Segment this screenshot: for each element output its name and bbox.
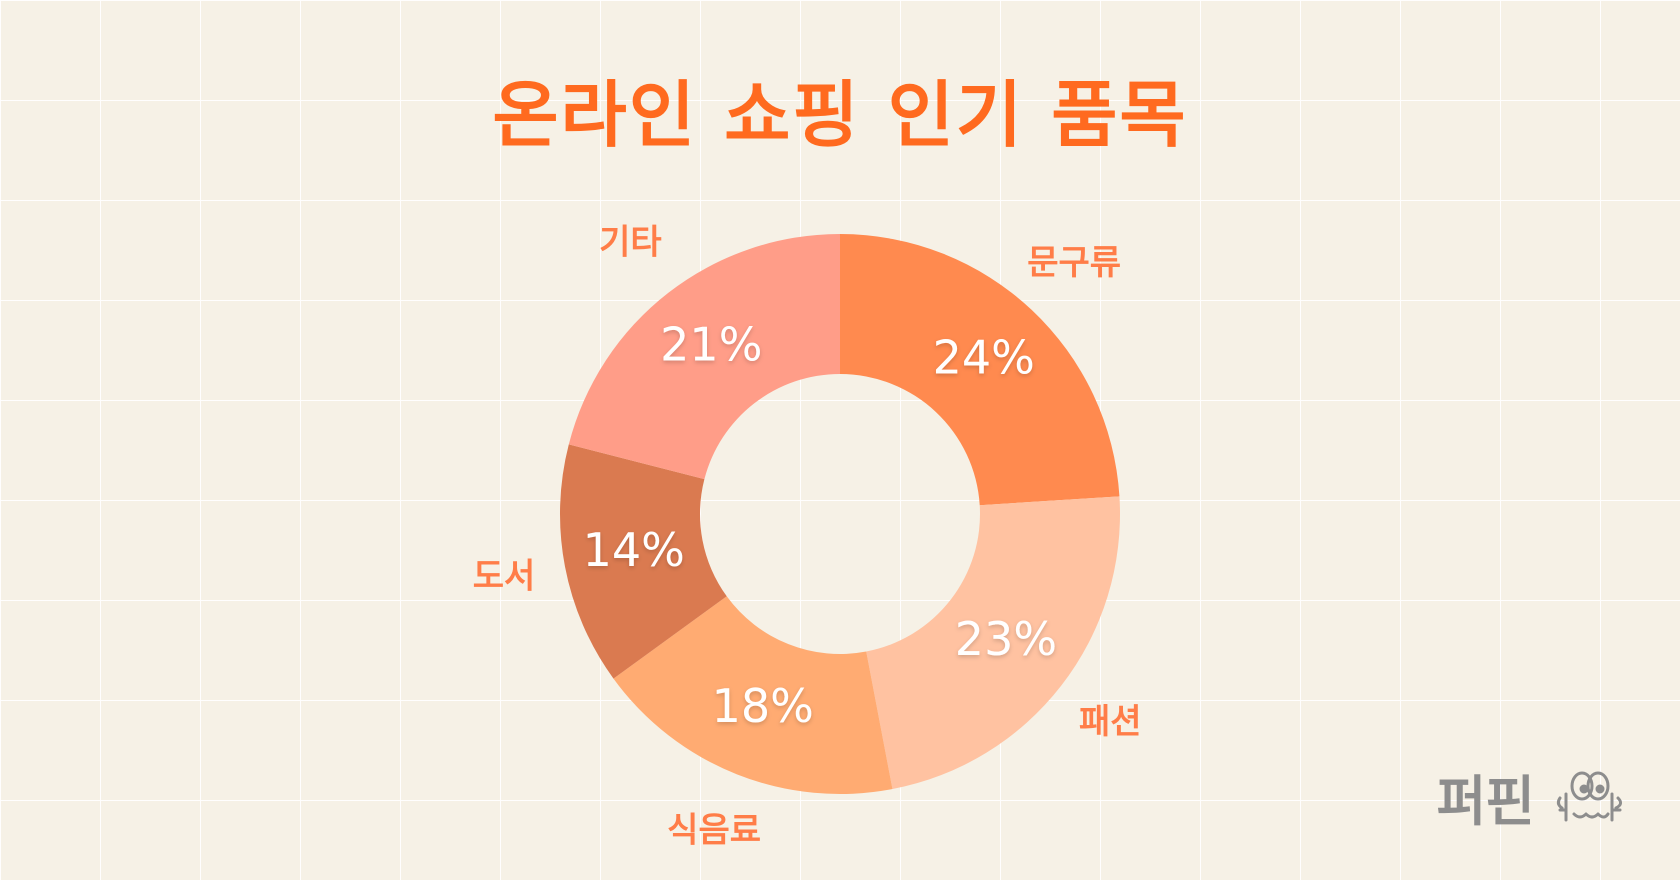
slice-value-label: 21%: [660, 318, 762, 372]
slice-value-label: 23%: [955, 612, 1057, 666]
slice-category-label: 패션: [1079, 702, 1142, 742]
donut-slice: [613, 596, 893, 794]
brand-logo: 퍼핀: [1437, 757, 1632, 836]
slice-value-label: 24%: [933, 330, 1035, 384]
slice-category-label: 문구류: [1027, 243, 1121, 283]
slice-category-label: 도서: [473, 557, 536, 597]
donut-slice: [568, 234, 840, 480]
slice-value-label: 14%: [583, 523, 685, 577]
donut-slices: [560, 234, 1120, 794]
donut-slice: [840, 234, 1120, 506]
slice-value-labels: 24% 23% 18% 14% 21%: [583, 318, 1057, 733]
brand-name: 퍼핀: [1436, 770, 1535, 833]
donut-slice: [560, 444, 727, 679]
donut-slice: [866, 496, 1120, 790]
slice-category-label: 식음료: [667, 810, 761, 850]
puffin-mascot-icon: [1546, 764, 1632, 830]
slice-value-label: 18%: [712, 679, 814, 733]
chart-title: 온라인 쇼핑 인기 품목: [492, 73, 1188, 157]
slice-category-label: 기타: [599, 222, 662, 262]
